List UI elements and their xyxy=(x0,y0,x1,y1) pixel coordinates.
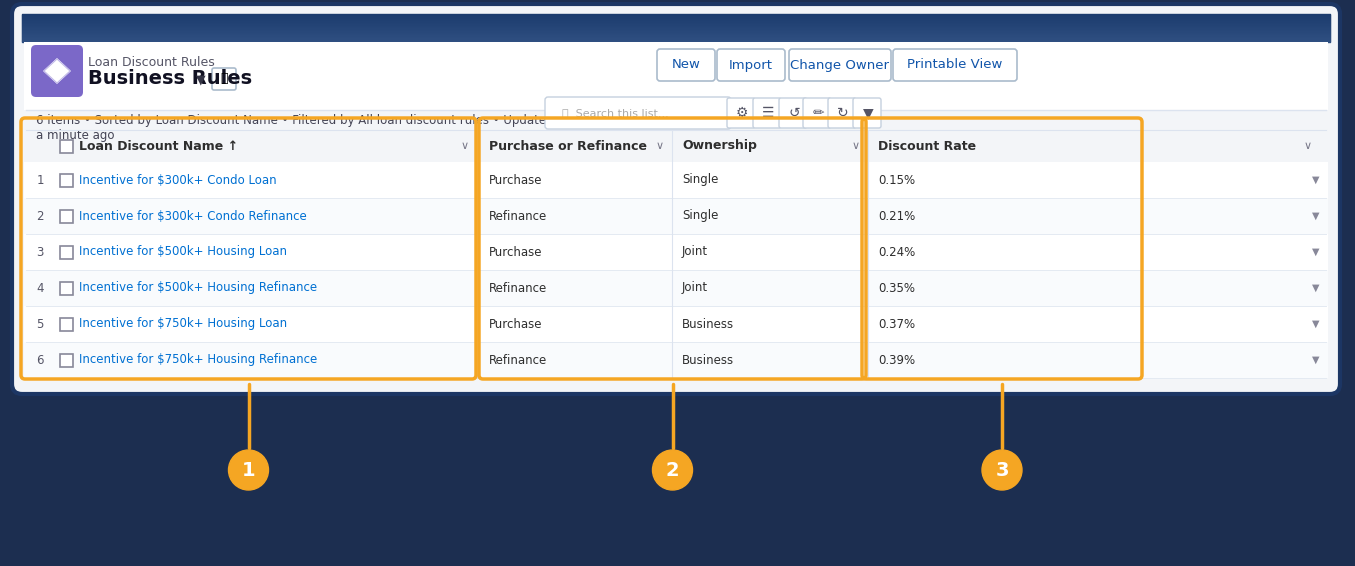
Text: Printable View: Printable View xyxy=(908,58,1003,71)
Bar xyxy=(24,234,1328,270)
Text: Change Owner: Change Owner xyxy=(790,58,889,71)
FancyBboxPatch shape xyxy=(12,4,1340,394)
Text: Business: Business xyxy=(682,354,734,367)
Text: ∨: ∨ xyxy=(656,141,664,151)
FancyBboxPatch shape xyxy=(545,97,730,129)
Text: Import: Import xyxy=(729,58,772,71)
Bar xyxy=(24,42,1328,110)
Text: 0.35%: 0.35% xyxy=(878,281,915,294)
Text: 5: 5 xyxy=(37,318,43,331)
Text: ↺: ↺ xyxy=(789,106,799,120)
Text: 2: 2 xyxy=(665,461,679,479)
Bar xyxy=(24,306,1328,342)
Text: Ownership: Ownership xyxy=(682,139,757,152)
Text: Incentive for $500k+ Housing Refinance: Incentive for $500k+ Housing Refinance xyxy=(79,281,317,294)
Circle shape xyxy=(653,450,692,490)
Bar xyxy=(24,342,1328,378)
Text: ☰: ☰ xyxy=(762,106,774,120)
FancyBboxPatch shape xyxy=(728,98,755,128)
Text: ▼: ▼ xyxy=(1312,175,1320,185)
FancyBboxPatch shape xyxy=(211,68,236,90)
Circle shape xyxy=(982,450,1022,490)
Text: Incentive for $300k+ Condo Loan: Incentive for $300k+ Condo Loan xyxy=(79,174,276,187)
Text: Incentive for $500k+ Housing Loan: Incentive for $500k+ Housing Loan xyxy=(79,246,287,259)
FancyBboxPatch shape xyxy=(789,49,892,81)
Text: 0.24%: 0.24% xyxy=(878,246,915,259)
Text: ▼: ▼ xyxy=(1312,211,1320,221)
FancyBboxPatch shape xyxy=(31,45,83,97)
FancyBboxPatch shape xyxy=(854,98,881,128)
Polygon shape xyxy=(43,59,70,83)
Text: ∨: ∨ xyxy=(1304,141,1312,151)
Text: 📌: 📌 xyxy=(221,72,228,85)
FancyBboxPatch shape xyxy=(717,49,785,81)
Text: Incentive for $300k+ Condo Refinance: Incentive for $300k+ Condo Refinance xyxy=(79,209,306,222)
FancyBboxPatch shape xyxy=(657,49,715,81)
Text: Single: Single xyxy=(682,174,718,187)
Text: ▼: ▼ xyxy=(1312,283,1320,293)
Bar xyxy=(24,270,1328,306)
Text: Refinance: Refinance xyxy=(489,209,547,222)
Text: Loan Discount Name ↑: Loan Discount Name ↑ xyxy=(79,139,238,152)
Text: New: New xyxy=(672,58,701,71)
Bar xyxy=(24,198,1328,234)
FancyBboxPatch shape xyxy=(828,98,856,128)
Text: Refinance: Refinance xyxy=(489,281,547,294)
Text: 6 items • Sorted by Loan Discount Name • Filtered by All loan discount rules • U: 6 items • Sorted by Loan Discount Name •… xyxy=(37,114,554,142)
Text: Refinance: Refinance xyxy=(489,354,547,367)
Bar xyxy=(24,162,1328,198)
Text: ↻: ↻ xyxy=(837,106,848,120)
Bar xyxy=(24,42,1328,382)
Text: 3: 3 xyxy=(37,246,43,259)
Text: 1: 1 xyxy=(37,174,43,187)
FancyBboxPatch shape xyxy=(753,98,780,128)
Bar xyxy=(60,246,73,259)
Text: Incentive for $750k+ Housing Loan: Incentive for $750k+ Housing Loan xyxy=(79,318,287,331)
Text: ✏: ✏ xyxy=(812,106,824,120)
Bar xyxy=(60,139,73,152)
Text: 0.15%: 0.15% xyxy=(878,174,915,187)
Text: Business Rules: Business Rules xyxy=(88,69,252,88)
Text: 0.37%: 0.37% xyxy=(878,318,915,331)
Text: 0.21%: 0.21% xyxy=(878,209,915,222)
Text: 4: 4 xyxy=(37,281,43,294)
Bar xyxy=(24,42,1328,382)
Text: Incentive for $750k+ Housing Refinance: Incentive for $750k+ Housing Refinance xyxy=(79,354,317,367)
Text: ▼: ▼ xyxy=(196,73,206,86)
Text: Single: Single xyxy=(682,209,718,222)
Text: Purchase: Purchase xyxy=(489,174,542,187)
Bar xyxy=(60,281,73,294)
FancyBboxPatch shape xyxy=(804,98,831,128)
Text: ▼: ▼ xyxy=(1312,247,1320,257)
Text: Purchase: Purchase xyxy=(489,318,542,331)
Bar xyxy=(60,209,73,222)
Text: ▼: ▼ xyxy=(1312,319,1320,329)
Text: Joint: Joint xyxy=(682,246,709,259)
Text: 3: 3 xyxy=(996,461,1008,479)
Text: 1: 1 xyxy=(241,461,255,479)
Text: Joint: Joint xyxy=(682,281,709,294)
Text: ▼: ▼ xyxy=(1312,355,1320,365)
Bar xyxy=(60,174,73,187)
FancyBboxPatch shape xyxy=(779,98,808,128)
Text: Discount Rate: Discount Rate xyxy=(878,139,976,152)
FancyBboxPatch shape xyxy=(893,49,1018,81)
Text: ∨: ∨ xyxy=(461,141,469,151)
Text: 🔍  Search this list...: 🔍 Search this list... xyxy=(562,108,669,118)
Bar xyxy=(24,130,1328,162)
Text: 2: 2 xyxy=(37,209,43,222)
Circle shape xyxy=(229,450,268,490)
Text: Business: Business xyxy=(682,318,734,331)
Text: ∨: ∨ xyxy=(852,141,860,151)
Text: Purchase: Purchase xyxy=(489,246,542,259)
Text: ▼: ▼ xyxy=(863,106,874,120)
Bar xyxy=(60,354,73,367)
Text: 6: 6 xyxy=(37,354,43,367)
Text: Purchase or Refinance: Purchase or Refinance xyxy=(489,139,646,152)
Text: 0.39%: 0.39% xyxy=(878,354,915,367)
Text: Loan Discount Rules: Loan Discount Rules xyxy=(88,56,214,69)
Bar xyxy=(60,318,73,331)
Text: ⚙: ⚙ xyxy=(736,106,748,120)
